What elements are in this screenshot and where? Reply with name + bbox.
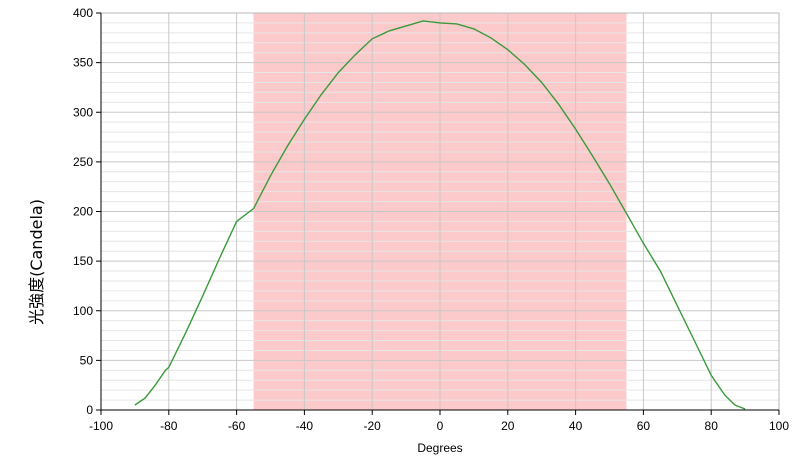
y-tick-label: 50 — [80, 353, 94, 367]
x-tick-label: -20 — [364, 419, 382, 433]
y-axis-title: 光強度(Candela) — [27, 199, 46, 325]
x-axis-ticks: -100 -80 -60 -40 -20 0 20 40 60 80 100 — [89, 410, 789, 433]
y-tick-label: 350 — [73, 56, 93, 70]
x-tick-label: 20 — [501, 419, 515, 433]
y-axis-ticks: 0 50 100 150 200 250 300 350 400 — [73, 6, 101, 417]
y-tick-label: 150 — [73, 254, 93, 268]
x-tick-label: -80 — [160, 419, 178, 433]
series-line — [134, 20, 746, 410]
y-tick-label: 100 — [73, 304, 93, 318]
y-tick-label: 200 — [73, 205, 93, 219]
x-tick-label: 80 — [705, 419, 719, 433]
x-tick-label: -60 — [228, 419, 246, 433]
y-tick-label: 300 — [73, 105, 93, 119]
y-tick-label: 0 — [86, 403, 93, 417]
x-tick-label: 0 — [437, 419, 444, 433]
x-axis-title: Degrees — [417, 441, 462, 455]
x-tick-label: 60 — [637, 419, 651, 433]
y-tick-label: 400 — [73, 6, 93, 20]
x-tick-label: -100 — [89, 419, 113, 433]
x-tick-label: -40 — [296, 419, 314, 433]
x-tick-label: 100 — [769, 419, 789, 433]
y-tick-label: 250 — [73, 155, 93, 169]
x-tick-label: 40 — [569, 419, 583, 433]
